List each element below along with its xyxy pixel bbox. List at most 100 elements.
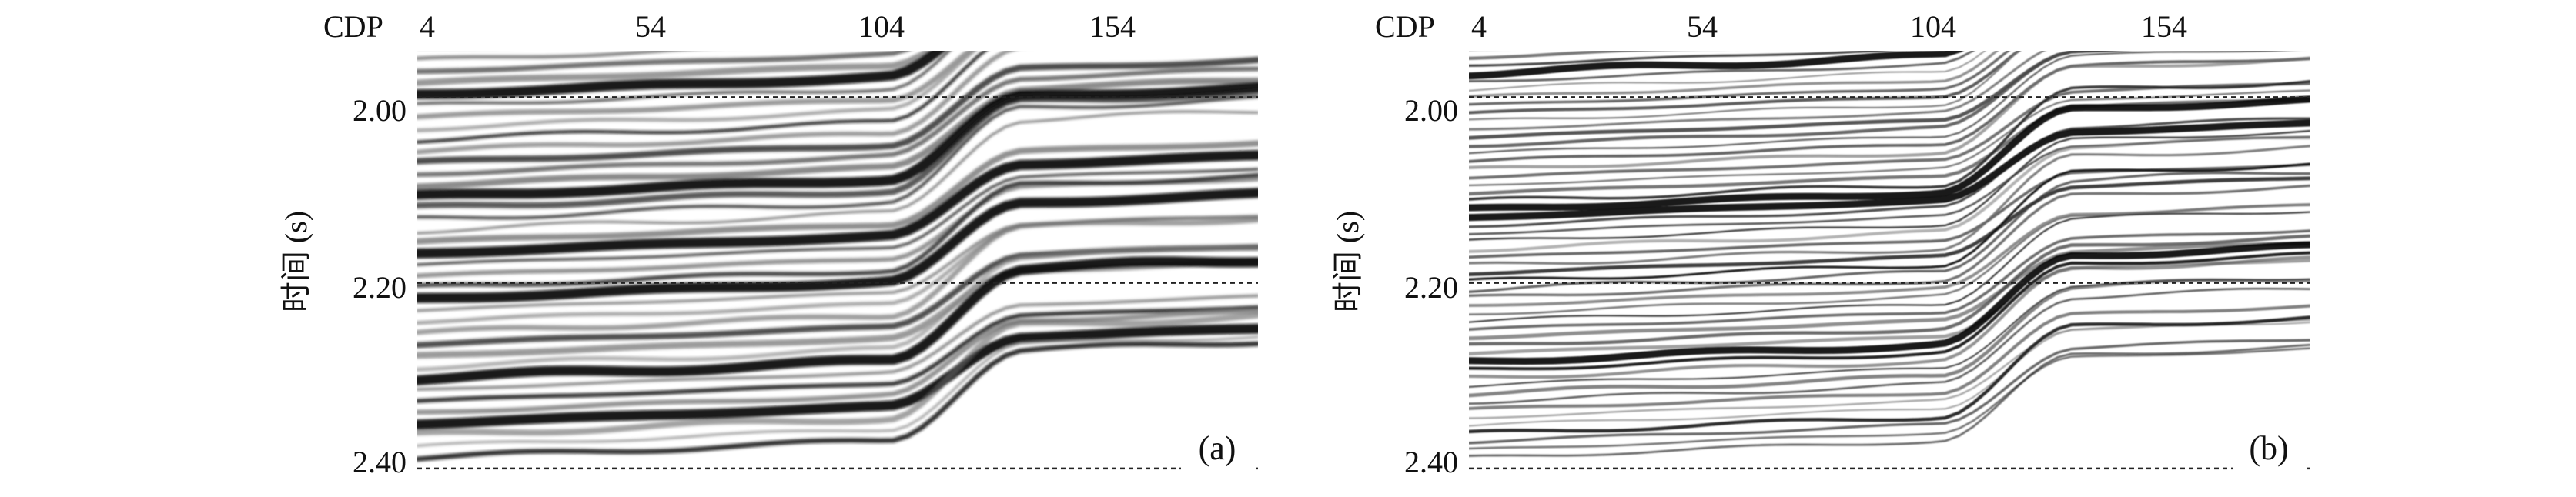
reflector-trace — [417, 77, 1258, 190]
reflector-trace — [417, 256, 1258, 385]
panel-a-x-tick: 154 — [1089, 9, 1136, 44]
reflector-trace — [1469, 229, 2310, 331]
reflector-trace — [1469, 51, 1999, 98]
panel-a-y-tick: 2.00 — [353, 93, 406, 128]
reflector-trace — [1469, 278, 2310, 398]
reflector-trace — [1469, 251, 2310, 371]
reflector-trace — [1469, 259, 2310, 356]
reflector-trace — [1469, 51, 2010, 106]
reflector-trace — [417, 168, 1258, 266]
reflector-trace — [417, 172, 1258, 288]
panel-b-x-tick: 4 — [1471, 9, 1487, 44]
panel-a-label: (a) — [1199, 429, 1236, 467]
reflector-trace — [417, 150, 1258, 259]
reflector-trace — [1469, 51, 2127, 148]
panel-a-label-box — [1181, 420, 1253, 474]
reflector-trace — [417, 140, 1258, 245]
panel-a-reflectors — [417, 0, 1258, 462]
panel-b-label: (b) — [2249, 429, 2288, 467]
reflector-trace — [1469, 89, 2310, 187]
panel-a-y-tick: 2.40 — [353, 445, 406, 479]
panel-b-x-axis-name: CDP — [1375, 9, 1435, 44]
reflector-trace — [1469, 304, 2310, 411]
reflector-trace — [417, 88, 1258, 209]
panel-a-x-tick: 54 — [635, 9, 666, 44]
reflector-trace — [1469, 255, 2310, 379]
reflector-trace — [417, 245, 1258, 372]
reflector-trace — [417, 215, 1258, 325]
reflector-trace — [1469, 51, 1986, 92]
reflector-trace — [1469, 241, 2310, 341]
reflector-trace — [1469, 51, 2290, 155]
panel-b-x-tick: 54 — [1687, 9, 1718, 44]
reflector-trace — [1469, 145, 2310, 265]
reflector-trace — [417, 51, 952, 105]
panel-b-y-tick: 2.00 — [1404, 93, 1458, 128]
panel-a-y-axis-label: 时间 (s) — [279, 211, 313, 312]
reflector-trace — [417, 66, 1258, 178]
panel-b-x-tick: 104 — [1910, 9, 1956, 44]
reflector-trace — [417, 294, 1258, 392]
reflector-trace — [417, 51, 988, 144]
reflector-trace — [417, 323, 1258, 430]
reflector-trace — [417, 341, 1258, 462]
reflector-trace — [1469, 119, 2310, 222]
reflector-trace — [1469, 234, 2310, 346]
panel-a-x-axis-name: CDP — [323, 9, 383, 44]
reflector-trace — [1469, 51, 1964, 80]
reflector-trace — [1469, 315, 2310, 434]
reflector-trace — [417, 95, 1258, 220]
reflector-trace — [417, 0, 1258, 2]
reflector-trace — [1469, 51, 1674, 60]
panel-a-reference-lines — [417, 96, 1258, 470]
reflector-trace — [1469, 211, 2310, 323]
reflector-trace — [1469, 204, 2310, 316]
reflector-trace — [1469, 162, 2310, 281]
reflector-trace — [417, 335, 1258, 448]
reflector-trace — [417, 312, 1258, 436]
panel-b-x-tick: 154 — [2141, 9, 2187, 44]
reflector-trace — [417, 305, 1258, 403]
panel-b-y-tick: 2.40 — [1404, 445, 1458, 479]
reflector-trace — [1469, 97, 2310, 196]
reflector-trace — [417, 51, 1015, 155]
reflector-trace — [1469, 51, 2122, 140]
reflector-trace — [1469, 343, 2310, 457]
reflector-trace — [1469, 241, 2310, 365]
reflector-trace — [1469, 51, 1897, 67]
reflector-trace — [417, 188, 1258, 303]
reflector-trace — [1469, 56, 2310, 169]
reflector-trace — [417, 110, 1258, 235]
reflector-trace — [417, 217, 1258, 335]
panel-b-y-axis-label: 时间 (s) — [1330, 211, 1365, 312]
reflector-trace — [1469, 51, 1975, 82]
reflector-trace — [1469, 287, 2310, 405]
panel-b-label-box — [2233, 420, 2305, 474]
reflector-trace — [1469, 136, 2310, 253]
reflector-trace — [417, 82, 1258, 200]
reflector-trace — [1469, 95, 2310, 212]
reflector-trace — [417, 51, 974, 120]
reflector-trace — [417, 309, 1258, 415]
reflector-trace — [1469, 51, 2022, 115]
panel-b-reflectors — [1469, 51, 2310, 457]
reflector-trace — [1469, 51, 2046, 131]
panel-b: CDP 4 54 104 154 2.00 2.20 2.40 时间 (s) (… — [1330, 9, 2310, 479]
reflector-trace — [1469, 51, 2020, 121]
reflector-trace — [417, 51, 946, 99]
reflector-trace — [1469, 57, 2310, 163]
panel-a: CDP 4 54 104 154 2.00 2.20 2.40 时间 (s) (… — [279, 0, 1258, 479]
reflector-trace — [1469, 129, 2310, 241]
reflector-trace — [1469, 339, 2310, 445]
panel-a-x-tick: 104 — [858, 9, 905, 44]
panel-a-y-tick: 2.20 — [353, 270, 406, 305]
reflector-trace — [1469, 184, 2310, 297]
reflector-trace — [417, 56, 1258, 165]
reflector-trace — [1469, 80, 2310, 201]
reflector-trace — [417, 51, 688, 61]
panel-b-reference-lines — [1469, 96, 2310, 470]
reflector-trace — [417, 51, 977, 132]
panel-a-x-tick: 4 — [420, 9, 435, 44]
reflector-trace — [1469, 117, 2310, 228]
